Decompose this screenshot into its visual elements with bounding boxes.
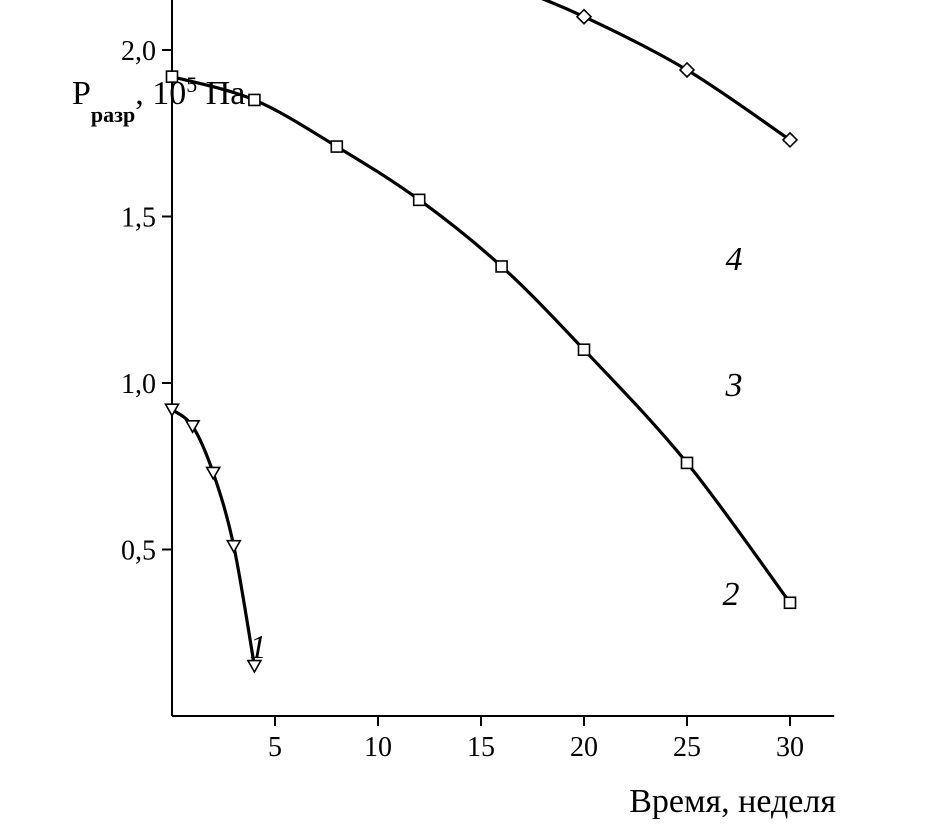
y-tick-label: 1,0 (121, 369, 156, 400)
data-point-square (495, 260, 508, 273)
data-point-square (680, 456, 694, 470)
data-point-triangle (205, 466, 222, 481)
x-tick-label: 25 (673, 732, 701, 763)
data-point-diamond (575, 8, 593, 25)
x-tick-label: 10 (364, 732, 392, 763)
x-tick-label: 15 (467, 732, 495, 763)
x-tick-label: 30 (776, 732, 804, 763)
series-line (170, 75, 792, 605)
data-point-diamond (678, 61, 696, 79)
x-tick-label: 5 (268, 732, 282, 763)
data-point-square (330, 140, 344, 153)
y-axis-title: Pразр, 105 Па (72, 72, 245, 127)
series: 1 2 3 4 (164, 0, 799, 674)
data-point-square (783, 596, 797, 610)
curve-label: 2 (723, 576, 740, 613)
data-point-square (412, 193, 426, 207)
y-tick-label: 2,0 (121, 36, 156, 67)
x-axis-title: Время, неделя (629, 783, 836, 820)
curve-label: 3 (725, 367, 743, 404)
series-1: 1 (164, 403, 267, 674)
data-point-triangle (164, 403, 180, 418)
data-point-square (165, 70, 179, 83)
data-point-diamond (781, 131, 799, 149)
series-line (541, 0, 792, 142)
x-tick-label: 20 (570, 732, 598, 763)
curve-label: 1 (250, 629, 267, 666)
series-3: 3 (541, 0, 799, 404)
data-point-square (577, 343, 591, 357)
data-point-square (248, 93, 261, 107)
data-point-triangle (184, 419, 201, 434)
curve-label: 4 (726, 241, 743, 278)
series-2: 2 (165, 70, 797, 613)
y-tick-label: 1,5 (121, 203, 156, 234)
series-line (170, 408, 256, 668)
y-tick-label: 0,5 (121, 536, 156, 567)
series-4: 4 (726, 241, 743, 278)
data-point-triangle (246, 659, 263, 674)
data-point-triangle (225, 539, 242, 554)
axes (171, 0, 835, 717)
